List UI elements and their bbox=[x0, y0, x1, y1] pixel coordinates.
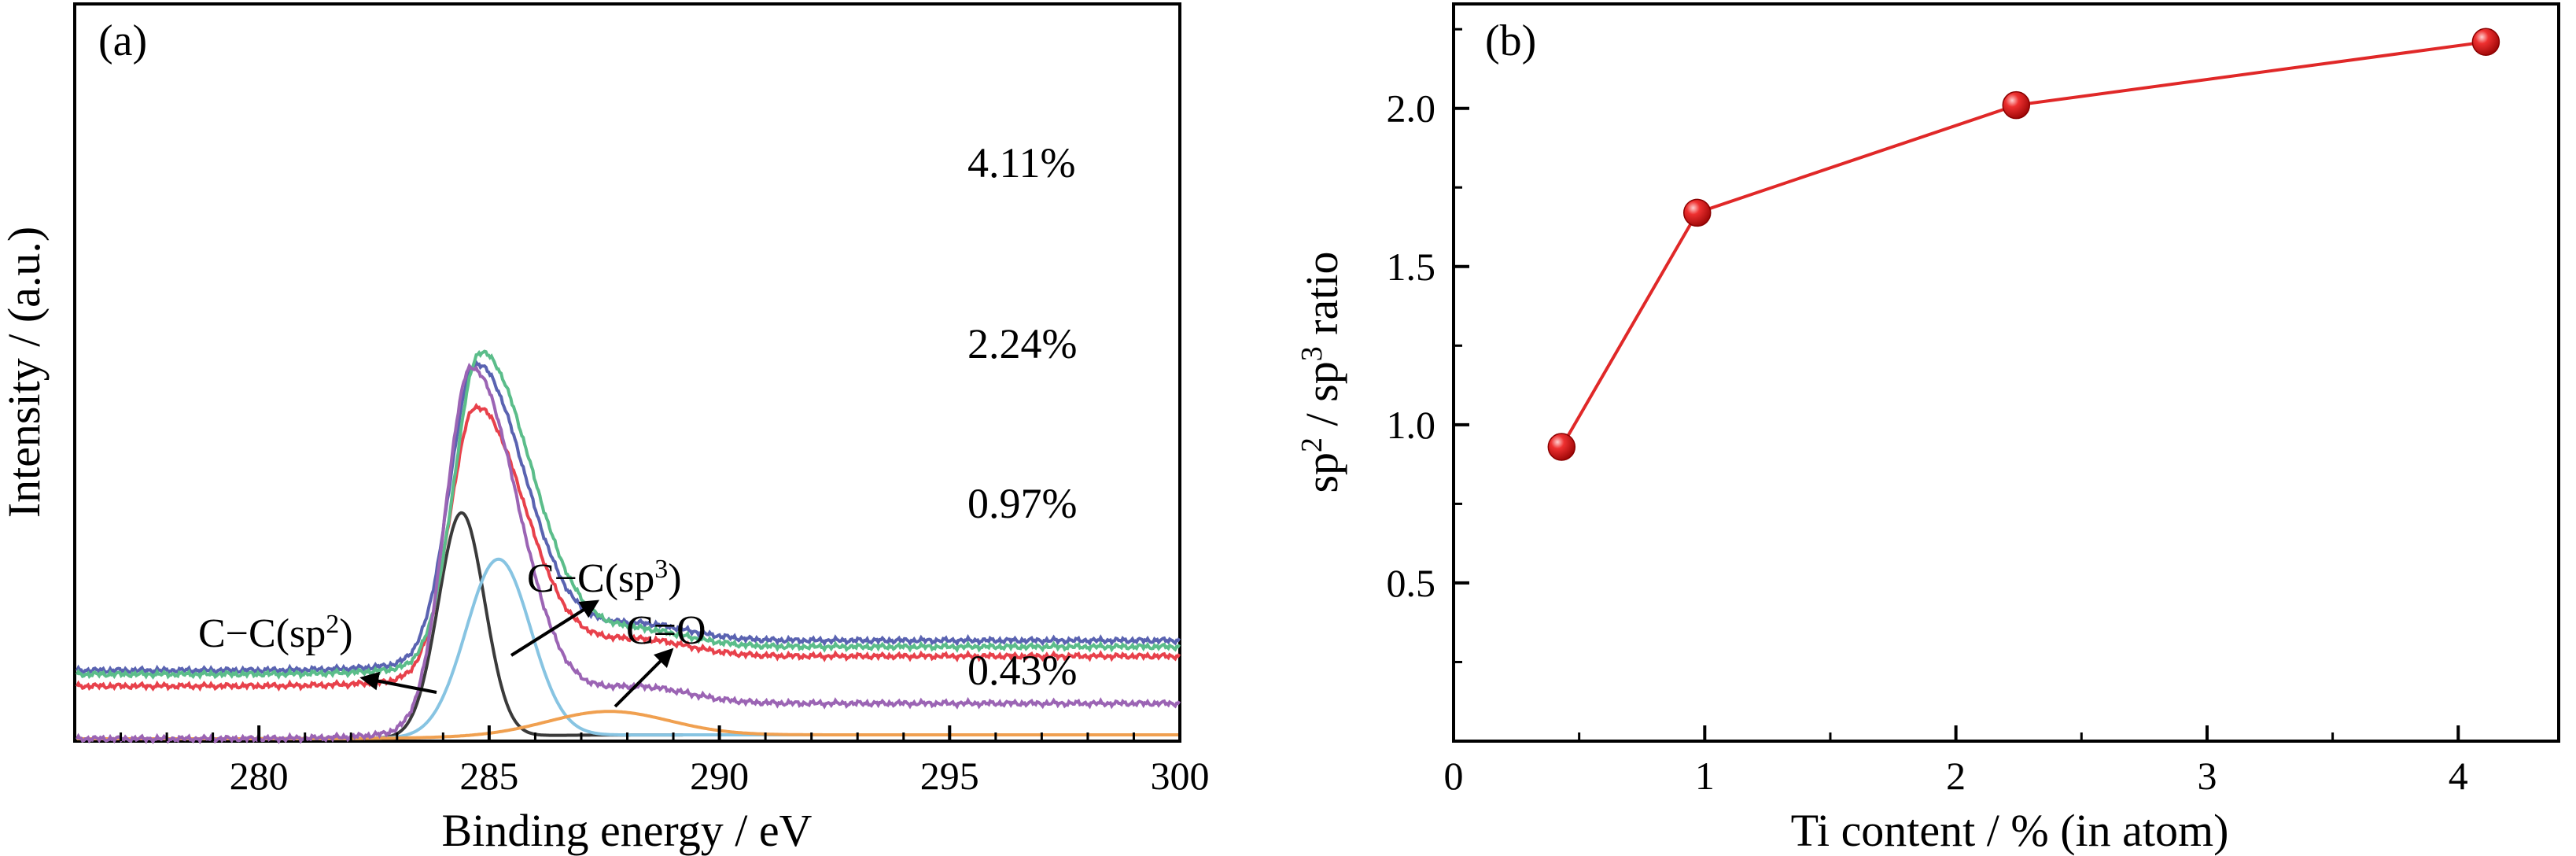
panel-b-data bbox=[1547, 28, 2500, 461]
data-point bbox=[1682, 198, 1712, 227]
y-tick-label: 1.0 bbox=[1387, 403, 1436, 447]
y-tick-label: 0.5 bbox=[1387, 561, 1436, 605]
series-label-4-11: 4.11% bbox=[967, 139, 1075, 186]
x-tick-label-290: 290 bbox=[690, 754, 749, 798]
arrow-c-o bbox=[614, 648, 674, 708]
x-tick-label-2: 2 bbox=[1946, 754, 1966, 798]
arrow-sp2 bbox=[359, 671, 437, 694]
data-point bbox=[2002, 90, 2031, 120]
x-tick-label-0: 0 bbox=[1444, 754, 1464, 798]
x-tick-label-1: 1 bbox=[1695, 754, 1715, 798]
panel-a-label: (a) bbox=[98, 17, 147, 65]
panel-a-x-ticks: 280 285 290 295 300 bbox=[120, 725, 1210, 798]
x-tick-label-300: 300 bbox=[1151, 754, 1210, 798]
spectrum-0-97pct bbox=[76, 349, 1181, 681]
panel-b-label: (b) bbox=[1485, 17, 1536, 65]
panel-a-y-axis-title: Intensity / (a.u.) bbox=[0, 227, 50, 518]
spectrum-4-11pct bbox=[76, 402, 1181, 692]
panel-b-plot-frame bbox=[1452, 2, 2560, 743]
panel-b-ratio-chart: 0 1 2 3 4 0.5 1.0 1.5 2.0 (b) Ti content / % (in… bbox=[1295, 2, 2560, 856]
series-label-2-24: 2.24% bbox=[967, 320, 1077, 367]
ratio-line bbox=[1560, 40, 2486, 448]
arrow-sp3 bbox=[510, 600, 600, 657]
series-label-0-97: 0.97% bbox=[967, 480, 1077, 527]
annotation-sp3: C−C(sp3) bbox=[527, 555, 682, 601]
x-tick-label-295: 295 bbox=[920, 754, 979, 798]
x-tick-label-4: 4 bbox=[2449, 754, 2468, 798]
data-point bbox=[2471, 28, 2500, 57]
spectrum-0-43pct bbox=[76, 363, 1181, 745]
data-point bbox=[1547, 433, 1576, 461]
panel-b-y-axis-title: sp2 / sp3 ratio bbox=[1295, 251, 1347, 493]
annotation-sp2: C−C(sp2) bbox=[198, 610, 353, 656]
x-tick-label-280: 280 bbox=[230, 754, 289, 798]
y-tick-label: 1.5 bbox=[1387, 245, 1436, 289]
panel-a-spectra-series bbox=[76, 349, 1181, 745]
y-tick-label: 2.0 bbox=[1387, 87, 1436, 131]
spectrum-2-24pct bbox=[76, 359, 1181, 677]
annotation-c-o: C=O bbox=[626, 608, 706, 653]
panel-a-xps-spectra: 280 285 290 295 300 (a) 4.11% 2.24% 0.97% 0.… bbox=[0, 2, 1210, 856]
x-tick-label-3: 3 bbox=[2197, 754, 2217, 798]
panel-b-ticks: 0 1 2 3 4 0.5 1.0 1.5 2.0 bbox=[1387, 28, 2468, 798]
panel-a-x-axis-title: Binding energy / eV bbox=[442, 805, 813, 856]
series-label-0-43: 0.43% bbox=[967, 647, 1077, 694]
panel-b-x-axis-title: Ti content / % (in atom) bbox=[1791, 805, 2229, 856]
x-tick-label-285: 285 bbox=[459, 754, 518, 798]
